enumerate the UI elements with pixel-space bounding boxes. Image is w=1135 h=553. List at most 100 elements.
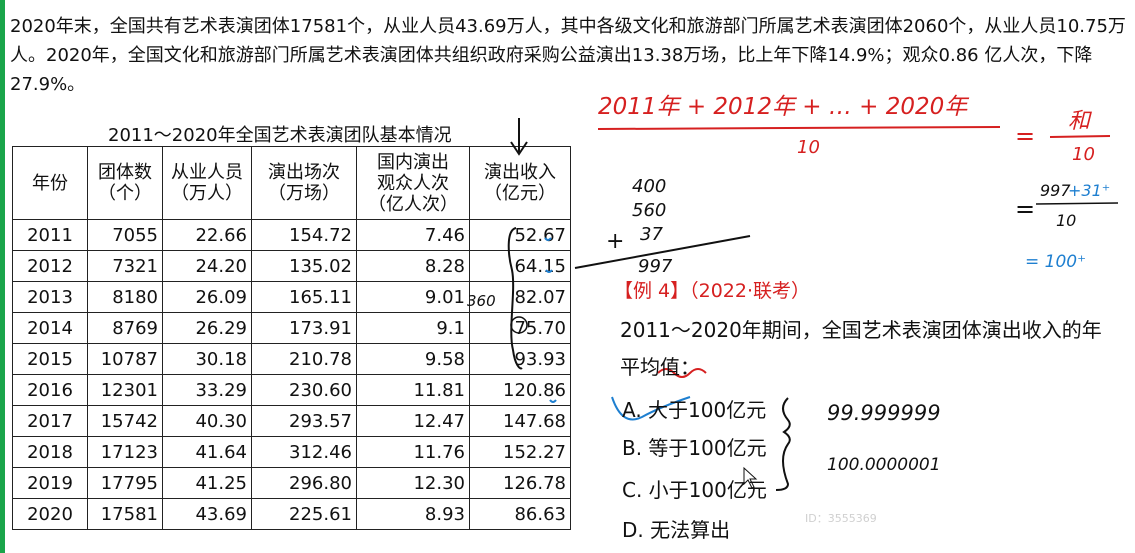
hw-approx: = 100⁺: [1025, 252, 1086, 272]
header-audience: 国内演出 观众人次 （亿人次）: [356, 146, 470, 220]
table-cell: 7321: [87, 250, 163, 282]
table-cell: 43.69: [162, 498, 252, 530]
table-cell: 10787: [87, 343, 163, 375]
hw-denominator: 10: [797, 137, 820, 158]
hw-rhs-top: 和: [1068, 109, 1092, 134]
option-c[interactable]: C. 小于100亿元: [622, 478, 767, 502]
table-cell: 210.78: [251, 343, 357, 375]
table-row: 2012 7321 24.20 135.02 8.28 64.15: [12, 250, 571, 282]
table-cell: 8769: [87, 312, 163, 344]
table-cell: 12.30: [356, 467, 470, 499]
table-cell: 15742: [87, 405, 163, 437]
table-cell: 296.80: [251, 467, 357, 499]
table-cell: 12.47: [356, 405, 470, 437]
table-cell: 11.81: [356, 374, 470, 406]
table-cell: 93.93: [469, 343, 571, 375]
table-cell: 11.76: [356, 436, 470, 468]
header-year: 年份: [12, 146, 88, 220]
table-cell: 26.29: [162, 312, 252, 344]
table-title: 2011～2020年全国艺术表演团队基本情况: [108, 125, 452, 146]
table-cell: 17123: [87, 436, 163, 468]
table-cell: 2018: [12, 436, 88, 468]
table-cell: 2014: [12, 312, 88, 344]
table-cell: 9.01: [356, 281, 470, 313]
table-row: 2020 17581 43.69 225.61 8.93 86.63: [12, 498, 571, 530]
table-row: 2017 15742 40.30 293.57 12.47 147.68: [12, 405, 571, 437]
table-cell: 2015: [12, 343, 88, 375]
table-cell: 86.63: [469, 498, 571, 530]
hw-997: 997: [638, 256, 673, 277]
hw-400: 400: [632, 176, 666, 197]
table-cell: 2012: [12, 250, 88, 282]
table-cell: 135.02: [251, 250, 357, 282]
hw-val-c: 100.0000001: [827, 455, 941, 475]
hw-frac2-plus: +31⁺: [1068, 181, 1110, 200]
table-cell: 2013: [12, 281, 88, 313]
table-cell: 41.64: [162, 436, 252, 468]
table-cell: 33.29: [162, 374, 252, 406]
table-row: 2014 8769 26.29 173.91 9.1 75.70: [12, 312, 571, 344]
header-groups: 团体数 （个）: [87, 146, 163, 220]
option-a[interactable]: A. 大于100亿元: [622, 398, 767, 422]
table-cell: 152.27: [469, 436, 571, 468]
hw-rhs-line: [1049, 135, 1111, 138]
table-cell: 126.78: [469, 467, 571, 499]
table-cell: 173.91: [251, 312, 357, 344]
hw-eq-red: =: [1015, 122, 1035, 150]
table-cell: 40.30: [162, 405, 252, 437]
option-b[interactable]: B. 等于100亿元: [622, 436, 767, 460]
table-cell: 7.46: [356, 219, 470, 251]
table-row: 2016 12301 33.29 230.60 11.81 120.86: [12, 374, 571, 406]
hw-plus: +: [606, 229, 624, 254]
question-text: 2011～2020年期间，全国艺术表演团体演出收入的年平均值：: [620, 318, 1102, 379]
stats-table: 年份 团体数 （个） 从业人员 （万人） 演出场次 （万场） 国内演出 观众人次 （亿人次…: [12, 146, 571, 530]
table-cell: 30.18: [162, 343, 252, 375]
table-cell: 2011: [12, 219, 88, 251]
table-row: 2011 7055 22.66 154.72 7.46 52.67: [12, 219, 571, 251]
table-row: 2015 10787 30.18 210.78 9.58 93.93: [12, 343, 571, 375]
table-cell: 8.28: [356, 250, 470, 282]
table-cell: 147.68: [469, 405, 571, 437]
table-cell: 8180: [87, 281, 163, 313]
table-cell: 9.1: [356, 312, 470, 344]
hw-37: 37: [640, 224, 663, 245]
table-cell: 154.72: [251, 219, 357, 251]
table-cell: 22.66: [162, 219, 252, 251]
left-accent-bar: [0, 0, 5, 553]
watermark: ID：3555369: [805, 512, 877, 525]
header-performances: 演出场次 （万场）: [251, 146, 357, 220]
table-cell: 293.57: [251, 405, 357, 437]
table-cell: 2020: [12, 498, 88, 530]
table-cell: 12301: [87, 374, 163, 406]
hw-rhs-bottom: 10: [1072, 144, 1095, 165]
table-row: 2013 8180 26.09 165.11 9.01 82.07: [12, 281, 571, 313]
table-cell: 24.20: [162, 250, 252, 282]
table-cell: 2016: [12, 374, 88, 406]
header-staff: 从业人员 （万人）: [162, 146, 252, 220]
table-cell: 312.46: [251, 436, 357, 468]
table-cell: 230.60: [251, 374, 357, 406]
table-cell: 26.09: [162, 281, 252, 313]
table-cell: 17581: [87, 498, 163, 530]
table-cell: 165.11: [251, 281, 357, 313]
table-row: 2018 17123 41.64 312.46 11.76 152.27: [12, 436, 571, 468]
hw-560: 560: [632, 200, 666, 221]
intro-paragraph: 2020年末，全国共有艺术表演团体17581个，从业人员43.69万人，其中各级…: [10, 16, 1126, 95]
table-row: 2019 17795 41.25 296.80 12.30 126.78: [12, 467, 571, 499]
table-cell: 17795: [87, 467, 163, 499]
table-cell: 52.67: [469, 219, 571, 251]
table-cell: 82.07: [469, 281, 571, 313]
option-d[interactable]: D. 无法算出: [622, 518, 731, 542]
table-cell: 64.15: [469, 250, 571, 282]
table-cell: 8.93: [356, 498, 470, 530]
hw-eq-black: =: [1015, 195, 1035, 223]
table-header-row: 年份 团体数 （个） 从业人员 （万人） 演出场次 （万场） 国内演出 观众人次 （亿人次…: [12, 146, 571, 220]
table-body: 2011 7055 22.66 154.72 7.46 52.67 2012 7321 24.2…: [12, 219, 571, 530]
hw-fraction-line: [597, 126, 1001, 130]
hw-frac2-top: 997: [1040, 181, 1071, 200]
hw-frac2-bottom: 10: [1056, 211, 1076, 230]
table-cell: 2019: [12, 467, 88, 499]
example-tag: 【例 4】（2022·联考）: [614, 280, 811, 302]
table-cell: 9.58: [356, 343, 470, 375]
table-cell: 225.61: [251, 498, 357, 530]
